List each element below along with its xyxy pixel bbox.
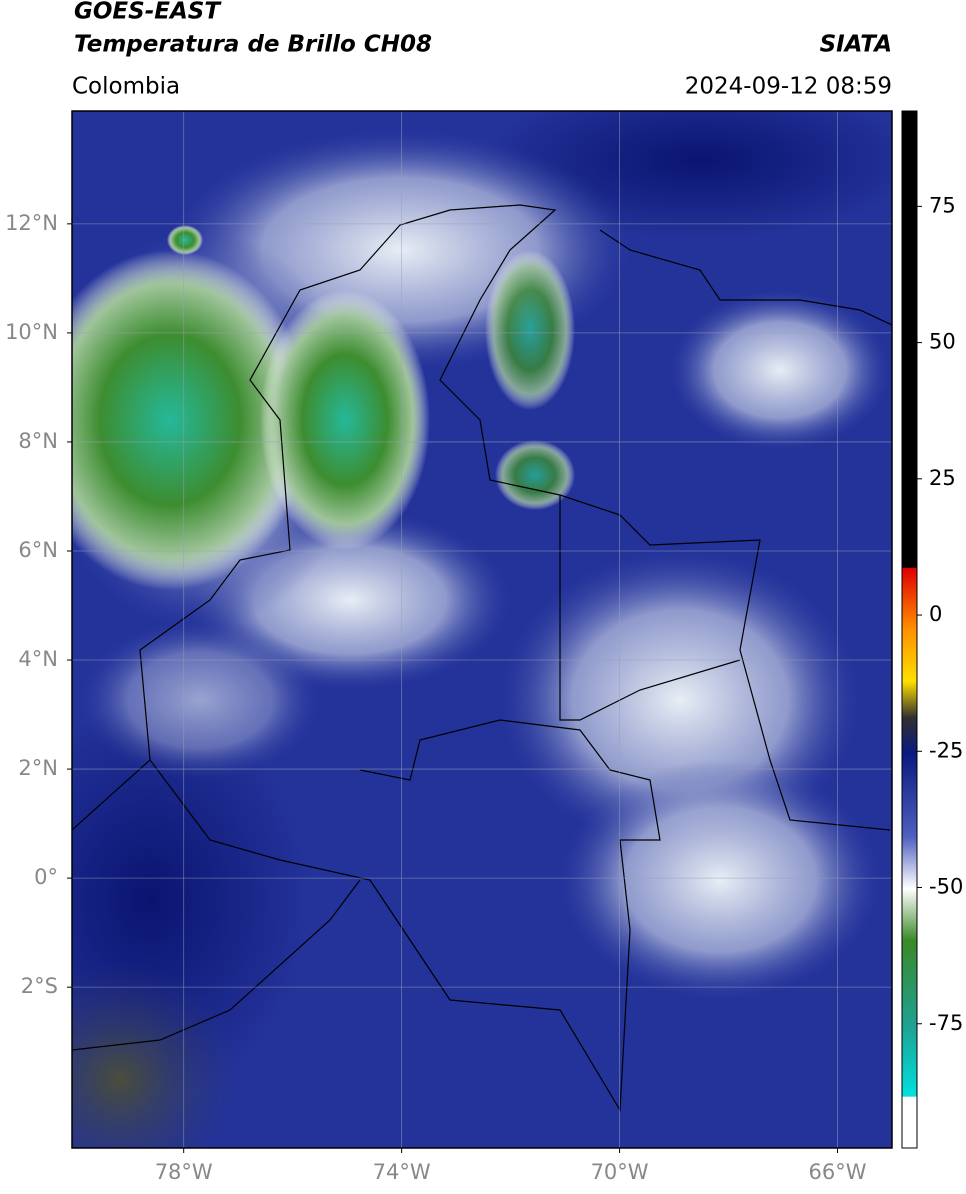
- graticule: [72, 111, 892, 1148]
- colorbar-label: -50: [929, 875, 963, 899]
- title: GOES-EAST: [74, 0, 222, 25]
- colorbar-label: -75: [929, 1011, 963, 1035]
- lon-label: 74°W: [373, 1160, 431, 1184]
- lon-label: 66°W: [809, 1160, 867, 1184]
- colorbar-label: 50: [929, 330, 956, 354]
- subtitle: Temperatura de Brillo CH08: [74, 32, 432, 58]
- datetime: 2024-09-12 08:59: [685, 74, 892, 100]
- lat-label: 12°N: [5, 211, 58, 235]
- satellite-image: [72, 111, 892, 1148]
- colorbar-label: 75: [929, 193, 956, 217]
- lat-label: 6°N: [18, 538, 58, 562]
- lat-label: 2°S: [21, 974, 58, 998]
- source: SIATA: [820, 32, 892, 58]
- colorbar-label: 0: [929, 602, 942, 626]
- lat-label: 0°: [34, 865, 58, 889]
- lon-label: 78°W: [155, 1160, 213, 1184]
- lat-label: 2°N: [18, 756, 58, 780]
- colorbar-label: -25: [929, 738, 963, 762]
- map-frame: [71, 110, 893, 1149]
- lat-label: 4°N: [18, 647, 58, 671]
- lat-label: 8°N: [18, 429, 58, 453]
- region: Colombia: [72, 74, 180, 100]
- lat-label: 10°N: [5, 320, 58, 344]
- colorbar-label: 25: [929, 466, 956, 490]
- lon-label: 70°W: [591, 1160, 649, 1184]
- colorbar: [901, 110, 918, 1149]
